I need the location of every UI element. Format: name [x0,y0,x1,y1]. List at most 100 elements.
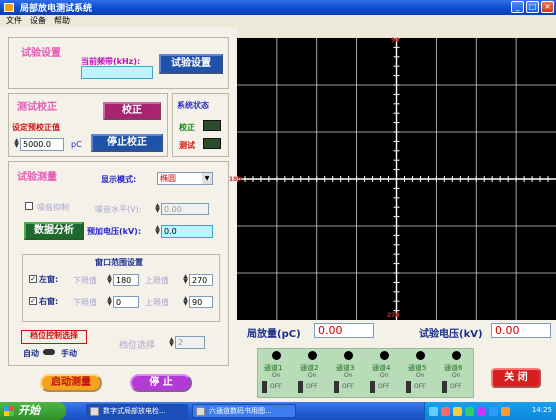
channel-switch[interactable] [442,381,447,393]
maximize-button[interactable]: □ [526,1,539,13]
tray-network-icon[interactable] [429,407,438,416]
oscilloscope-display: 90 180 270 [229,37,556,320]
calibration-group: 测试校正 设定预校正值 ▲ ▼ 5000.0 pC 校正 停止校正 [8,93,168,157]
stop-measure-button[interactable]: 停 止 [130,374,192,392]
left-lower-spinner[interactable]: ▲ ▼ [107,273,112,285]
noise-level-field[interactable]: 0.00 [161,203,209,215]
readouts-area: 局放量(pC) 0.00 试验电压(kV) 0.00 通道1 On OFF 通道2 On… [237,320,556,402]
calibrate-button[interactable]: 校正 [103,102,161,120]
voltage-label: 试验电压(kV) [419,329,483,340]
channel-switch-label: OFF [450,383,462,390]
channel-switch[interactable] [334,381,339,393]
menu-file[interactable]: 文件 [6,16,22,25]
pd-label: 局放量(pC) [247,329,301,340]
right-lower-field[interactable]: 0 [113,296,139,308]
calibration-value-field[interactable]: 5000.0 [20,138,64,151]
channel-panel: 通道1 On OFF 通道2 On OFF 通道3 On OFF 通道4 On OFF 通道5 On OFF… [257,348,474,398]
minimize-button[interactable]: _ [511,1,524,13]
data-analysis-button[interactable]: 数据分析 [24,222,84,240]
freq-field[interactable] [81,66,153,79]
channel-switch-label: OFF [342,383,354,390]
right-upper-label: 上限值 [145,298,169,307]
test-settings-title: 试验设置 [21,48,61,59]
test-settings-button[interactable]: 试验设置 [159,54,223,74]
window-title: 局部放电测试系统 [20,4,93,14]
channel-state: On [272,372,281,379]
right-lower-spinner[interactable]: ▲ ▼ [107,295,112,307]
menu-help[interactable]: 帮助 [54,16,70,25]
channel-4: 通道4 On OFF [370,351,400,397]
channel-indicator-icon [452,351,461,360]
app-window-icon [90,407,99,416]
scope-label-left: 180 [229,176,242,183]
tray-volume-icon[interactable] [453,407,462,416]
gear-mode-toggle[interactable] [43,349,55,355]
start-measure-button[interactable]: 启动测量 [40,374,102,392]
right-window-checkbox[interactable]: ✓ [29,297,37,305]
gear-select-field[interactable]: 2 [175,336,205,349]
status-test-led [203,138,221,149]
channel-name: 通道4 [372,364,391,372]
voltage-value-field: 0.00 [491,323,551,338]
taskbar-item-label: 数字式局部放电检... [103,407,166,415]
channel-state: On [380,372,389,379]
left-lower-label: 下限值 [73,276,97,285]
noise-level-spinner[interactable]: ▲ ▼ [155,202,160,214]
stop-calibration-button[interactable]: 停止校正 [91,134,163,152]
channel-switch[interactable] [406,381,411,393]
tray-ime-icon[interactable] [477,407,486,416]
display-mode-label: 显示模式: [101,175,137,184]
window-range-title: 窗口范围设置 [95,258,143,267]
preset-voltage-field[interactable]: 0.0 [161,225,213,238]
preset-voltage-spinner[interactable]: ▲ ▼ [155,224,160,236]
gear-select-spinner[interactable]: ▲ ▼ [169,336,174,348]
channel-indicator-icon [308,351,317,360]
oscilloscope-grid [236,37,556,320]
taskbar-item-docs[interactable]: 六通道数码书用图... [192,404,296,418]
chevron-down-icon[interactable]: ▼ [202,173,212,184]
tray-update-icon[interactable] [501,407,510,416]
calibration-spinner[interactable]: ▲ ▼ [14,137,19,149]
close-button[interactable]: 关 闭 [491,368,541,388]
left-window-checkbox[interactable]: ✓ [29,275,37,283]
channel-switch[interactable] [370,381,375,393]
channel-name: 通道5 [408,364,427,372]
taskbar-item-pd-tester[interactable]: 数字式局部放电检... [86,404,188,418]
status-test-label: 测试 [179,141,195,150]
left-upper-spinner[interactable]: ▲ ▼ [183,273,188,285]
menu-bar: 文件 设备 帮助 [0,15,556,27]
noise-level-label: 噪音水平(V): [95,205,142,214]
channel-state: On [416,372,425,379]
channel-name: 通道1 [264,364,283,372]
right-upper-spinner[interactable]: ▲ ▼ [183,295,188,307]
left-lower-field[interactable]: 180 [113,274,139,286]
display-mode-select[interactable]: 椭圆 ▼ [157,172,213,185]
channel-indicator-icon [344,351,353,360]
left-window-label: 左窗: [39,275,59,284]
channel-switch[interactable] [298,381,303,393]
close-window-button[interactable]: × [541,1,554,13]
noise-suppress-checkbox[interactable] [25,202,33,210]
gear-control-button[interactable]: 档位控制选择 [21,330,87,344]
channel-state: On [308,372,317,379]
channel-3: 通道3 On OFF [334,351,364,397]
tray-display-icon[interactable] [489,407,498,416]
tray-security-icon[interactable] [441,407,450,416]
system-status-group: 系统状态 校正 测试 [172,93,229,157]
app-icon [4,3,14,12]
status-calibrate-label: 校正 [179,123,195,132]
channel-switch[interactable] [262,381,267,393]
channel-5: 通道5 On OFF [406,351,436,397]
freq-label: 当前频带(kHz): [81,57,141,66]
right-window-label: 右窗: [39,297,59,306]
gear-manual-label: 手动 [61,349,77,358]
left-upper-field[interactable]: 270 [189,274,213,286]
taskbar-item-label: 六通道数码书用图... [209,407,272,415]
tray-app-icon[interactable] [465,407,474,416]
menu-device[interactable]: 设备 [30,16,46,25]
test-measure-group: 试验测量 显示模式: 椭圆 ▼ 噪音抑制 噪音水平(V): ▲ ▼ 0.00 数据… [8,161,229,366]
start-button[interactable]: 开始 [0,402,66,420]
channel-2: 通道2 On OFF [298,351,328,397]
channel-1: 通道1 On OFF [262,351,292,397]
right-upper-field[interactable]: 90 [189,296,213,308]
